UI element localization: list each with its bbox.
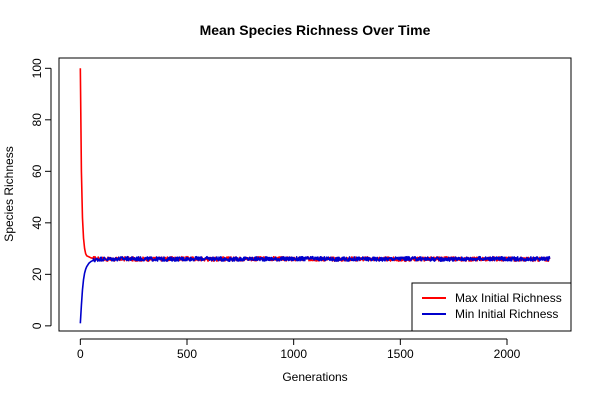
y-axis: 0 20 40 60 80 100 bbox=[30, 58, 52, 329]
series-line-min-initial bbox=[79, 255, 551, 324]
x-tick-label: 1000 bbox=[280, 347, 307, 361]
y-tick-label: 0 bbox=[30, 322, 44, 329]
legend-label-max: Max Initial Richness bbox=[455, 291, 562, 305]
plot-frame bbox=[58, 57, 572, 332]
legend: Max Initial Richness Min Initial Richnes… bbox=[411, 282, 572, 332]
y-tick-label: 60 bbox=[30, 164, 44, 178]
x-tick-label: 2000 bbox=[494, 347, 521, 361]
x-axis: 0 500 1000 1500 2000 bbox=[77, 338, 521, 361]
series-layer bbox=[79, 68, 551, 324]
y-tick-label: 20 bbox=[30, 267, 44, 281]
legend-label-min: Min Initial Richness bbox=[455, 307, 558, 321]
y-tick-label: 100 bbox=[30, 58, 44, 78]
x-tick-label: 1500 bbox=[387, 347, 414, 361]
x-axis-label: Generations bbox=[282, 370, 347, 384]
y-tick-label: 40 bbox=[30, 216, 44, 230]
series-line-max-initial bbox=[79, 68, 551, 263]
chart-title: Mean Species Richness Over Time bbox=[200, 22, 431, 38]
legend-box bbox=[411, 282, 572, 332]
y-axis-label: Species Richness bbox=[2, 146, 16, 241]
x-tick-label: 500 bbox=[177, 347, 197, 361]
x-tick-label: 0 bbox=[77, 347, 84, 361]
y-tick-label: 80 bbox=[30, 113, 44, 127]
